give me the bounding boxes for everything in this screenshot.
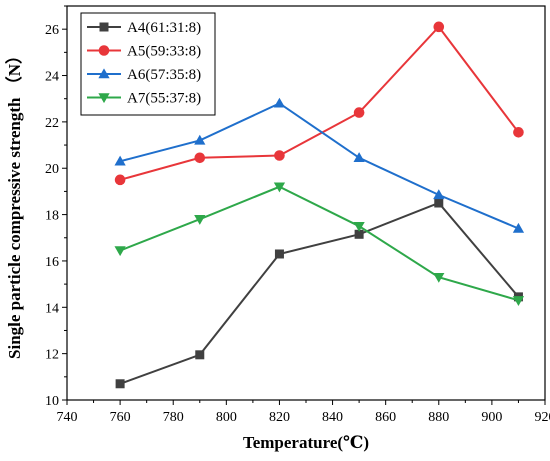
x-tick-label: 760 xyxy=(110,410,131,425)
x-tick-label: 780 xyxy=(163,410,184,425)
data-point xyxy=(194,152,206,164)
x-tick-label: 900 xyxy=(481,410,502,425)
legend-marker xyxy=(98,45,110,56)
legend-marker xyxy=(98,68,110,79)
legend-entry: A7(55:37:8) xyxy=(87,91,201,107)
data-point xyxy=(433,272,445,283)
y-tick-label: 10 xyxy=(45,394,59,409)
series-4 xyxy=(114,182,525,306)
legend-entry: A5(59:33:8) xyxy=(87,44,201,60)
x-tick-label: 840 xyxy=(322,410,343,425)
y-tick-label: 12 xyxy=(45,348,59,363)
data-point xyxy=(114,246,126,257)
data-point xyxy=(512,296,525,306)
legend-label: A7(55:37:8) xyxy=(127,91,201,107)
data-point xyxy=(273,182,286,193)
series-3 xyxy=(114,97,525,233)
data-point xyxy=(353,221,365,232)
x-tick-label: 860 xyxy=(375,410,396,425)
y-tick-label: 16 xyxy=(45,255,59,270)
legend-label: A4(61:31:8) xyxy=(127,20,201,36)
x-tick-label: 800 xyxy=(216,410,237,425)
data-point xyxy=(433,189,445,200)
data-point xyxy=(114,174,126,186)
data-point xyxy=(513,127,524,138)
series-line xyxy=(119,185,519,302)
series-1 xyxy=(115,198,523,389)
series-line xyxy=(119,201,520,385)
data-point xyxy=(354,229,364,239)
x-axis-title: Temperature(℃) xyxy=(243,433,369,452)
data-point xyxy=(512,222,525,233)
data-point xyxy=(353,107,365,118)
x-tick-label: 920 xyxy=(535,410,550,425)
data-point xyxy=(115,379,125,389)
y-tick-label: 18 xyxy=(45,209,59,224)
series-line xyxy=(119,102,519,230)
data-point xyxy=(433,21,445,33)
series-2 xyxy=(114,21,524,186)
legend-entry: A6(57:35:8) xyxy=(87,67,201,83)
data-point xyxy=(274,150,285,161)
x-tick-label: 740 xyxy=(57,410,78,425)
x-tick-label: 880 xyxy=(428,410,449,425)
data-point xyxy=(353,152,365,163)
y-tick-label: 22 xyxy=(45,116,59,131)
y-tick-label: 14 xyxy=(45,301,59,316)
data-point xyxy=(273,97,286,108)
data-point xyxy=(114,155,126,166)
y-tick-label: 24 xyxy=(45,70,59,85)
data-point xyxy=(194,215,206,225)
legend-label: A5(59:33:8) xyxy=(127,44,201,60)
data-point xyxy=(194,134,206,145)
series-line xyxy=(119,25,520,181)
y-tick-label: 26 xyxy=(45,23,59,38)
legend-marker xyxy=(99,22,109,32)
legend-label: A6(57:35:8) xyxy=(127,67,201,83)
legend-entry: A4(61:31:8) xyxy=(87,20,201,36)
y-axis-title: Single particle compressive strength （N） xyxy=(4,47,24,359)
data-point xyxy=(434,198,444,208)
x-tick-label: 820 xyxy=(269,410,290,425)
data-point xyxy=(195,350,205,360)
data-point xyxy=(274,249,284,259)
legend-marker xyxy=(98,93,110,104)
y-tick-label: 20 xyxy=(45,162,59,177)
